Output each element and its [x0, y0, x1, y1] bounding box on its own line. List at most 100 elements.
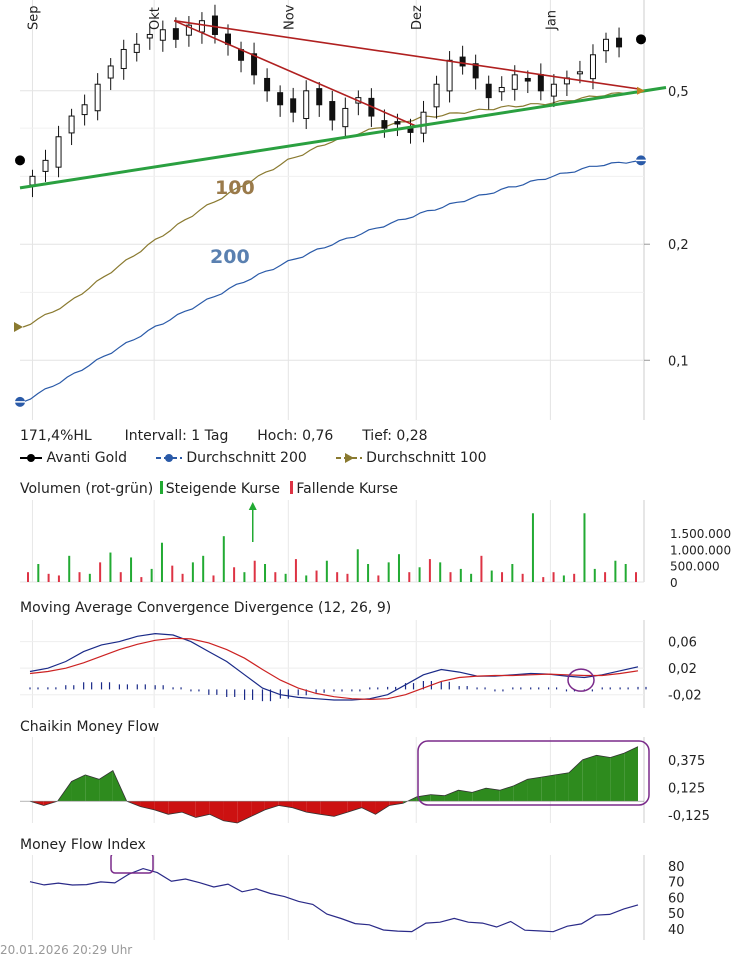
volume-bar	[160, 542, 163, 582]
mfi-title: Money Flow Index	[20, 837, 146, 853]
volume-bar	[418, 567, 421, 582]
price-tick-label: 0,5	[668, 85, 689, 100]
volume-bar	[490, 570, 493, 582]
cmf-area-segment	[251, 801, 265, 817]
candle-body	[172, 28, 179, 40]
cmf-area-segment	[209, 801, 224, 821]
legend-down: Fallende Kurse	[296, 481, 398, 497]
cmf-area-segment	[458, 790, 473, 802]
cmf-area-segment	[237, 801, 252, 823]
legend-avanti-gold: Avanti Gold	[46, 450, 127, 466]
cmf-area-segment	[389, 801, 404, 806]
volume-bar	[253, 560, 256, 582]
macd-line-signal	[29, 637, 639, 701]
macd-line-macd	[29, 632, 639, 701]
brown-arrow-line-icon	[335, 453, 362, 463]
mfi-tick-label: 70	[668, 876, 685, 891]
candle-body	[381, 120, 388, 129]
volume-bar	[68, 555, 71, 582]
candle-body	[329, 101, 336, 121]
volume-bar	[614, 560, 617, 582]
volume-bar	[511, 564, 514, 582]
volume-bar	[336, 572, 339, 582]
volume-bar	[562, 575, 565, 582]
ma200-annotation: 200	[210, 246, 250, 268]
cmf-area-segment	[430, 794, 445, 802]
candle-body	[316, 88, 323, 106]
volume-bar	[109, 552, 112, 582]
cmf-area-segment	[334, 801, 348, 817]
volume-title-row: Volumen (rot-grün) Steigende Kurse Falle…	[20, 481, 398, 497]
volume-bar	[573, 573, 576, 582]
low-value: 0,28	[396, 428, 428, 444]
cmf-area-segment	[292, 801, 307, 813]
volume-bar	[27, 572, 29, 582]
volume-overflow-arrow-icon	[248, 502, 257, 510]
candle-body	[616, 37, 623, 48]
low-label: Tief:	[362, 428, 392, 444]
volume-bar	[243, 572, 246, 582]
volume-bar	[140, 577, 143, 582]
volume-bar	[171, 565, 174, 582]
month-label-dez: Dez	[410, 5, 425, 30]
candle-body	[342, 107, 349, 128]
mfi-tick-label: 80	[668, 860, 685, 875]
volume-bar	[99, 562, 102, 582]
candle-body	[81, 104, 88, 116]
volume-bar	[367, 564, 370, 582]
candle-body	[159, 29, 166, 41]
candle-body	[133, 43, 140, 53]
volume-bar	[501, 572, 504, 582]
high-value: 0,76	[302, 428, 334, 444]
candle-body	[511, 74, 518, 90]
candle-body	[472, 63, 479, 79]
candle-body	[485, 83, 492, 99]
volume-bar	[470, 573, 473, 582]
cmf-area-segment	[182, 801, 196, 818]
candle-body	[407, 128, 414, 133]
cmf-area-segment	[486, 788, 500, 802]
candle-body	[498, 86, 505, 93]
month-label-okt: Okt	[148, 7, 163, 30]
cmf-tick-label: 0,125	[668, 782, 705, 797]
cmf-area-segment	[375, 801, 390, 815]
volume-bar	[294, 559, 297, 582]
volume-bar	[480, 555, 483, 582]
cmf-area-segment	[610, 753, 625, 802]
volume-bar	[57, 575, 60, 582]
chaikin-title: Chaikin Money Flow	[20, 719, 160, 735]
chaikin-chart: 0,375 0,125 -0,125	[20, 737, 710, 824]
cmf-area-segment	[472, 788, 486, 802]
ma-line-200	[22, 159, 641, 403]
volume-bar	[449, 572, 452, 582]
support-trendline	[19, 86, 667, 190]
volume-bar	[233, 567, 236, 582]
macd-tick-label: -0,02	[668, 689, 702, 704]
high-label: Hoch:	[257, 428, 298, 444]
volume-bar	[408, 572, 411, 582]
volume-bar	[284, 573, 287, 582]
volume-tick-label: 1.000.000	[670, 543, 731, 557]
header-stats: 171,4%HL Intervall: 1 Tag Hoch: 0,76 Tie…	[20, 428, 428, 444]
cmf-area-segment	[596, 755, 611, 802]
cmf-area-segment	[71, 774, 86, 802]
mfi-line	[29, 867, 639, 933]
mfi-tick-label: 50	[668, 907, 685, 922]
resistance-trendline-1	[174, 19, 640, 90]
mfi-highlight-box	[110, 855, 154, 874]
cmf-area-segment	[264, 801, 279, 810]
candle-body	[251, 53, 258, 76]
cmf-area-segment	[541, 774, 556, 802]
volume-bar	[264, 564, 267, 582]
cmf-area-segment	[320, 801, 334, 817]
macd-title: Moving Average Convergence Divergence (1…	[20, 600, 392, 616]
volume-bar	[181, 573, 184, 582]
candle-body	[94, 83, 101, 112]
volume-bar	[274, 572, 277, 582]
candle-body	[603, 38, 610, 52]
volume-bar	[305, 575, 308, 582]
macd-tick-label: 0,06	[668, 636, 697, 651]
candle-body	[550, 83, 557, 97]
ma100-annotation: 100	[215, 177, 255, 199]
